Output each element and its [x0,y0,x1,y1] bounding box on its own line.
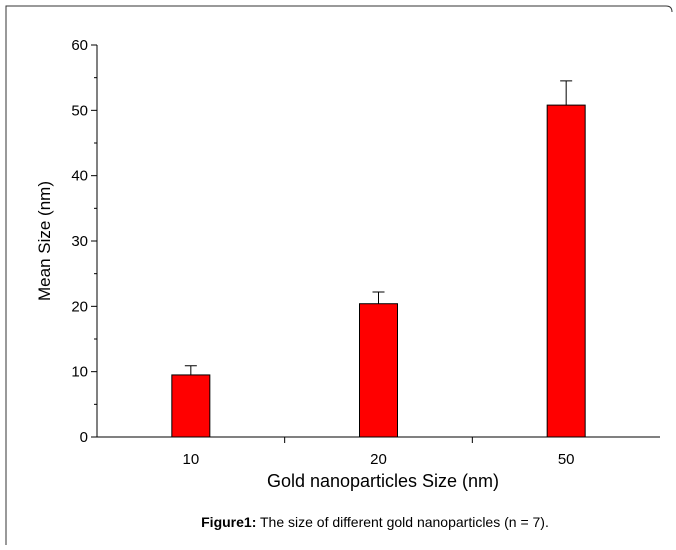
bar [546,104,586,438]
y-tick-label: 50 [71,102,88,119]
y-tick-label: 10 [71,364,88,381]
x-tick-label: 10 [182,451,199,468]
caption-text: The size of different gold nanoparticles… [260,514,549,530]
x-axis-label: Gold nanoparticles Size (nm) [267,471,499,491]
x-tick-label: 20 [370,451,387,468]
y-tick-label: 60 [71,37,88,54]
bar [359,303,398,438]
error-bar [372,291,385,304]
caption: Figure1: The size of different gold nano… [201,514,549,530]
y-tick-label: 0 [80,429,88,446]
error-bar [560,80,573,106]
y-tick-label: 30 [71,233,88,250]
x-tick-label: 50 [558,451,575,468]
bar [171,374,211,438]
caption-label: Figure1: [201,514,256,530]
y-tick-label: 40 [71,168,88,185]
frame [5,5,673,545]
error-bar [184,365,197,375]
y-axis-label: Mean Size (nm) [35,181,54,301]
y-tick-label: 20 [71,298,88,315]
